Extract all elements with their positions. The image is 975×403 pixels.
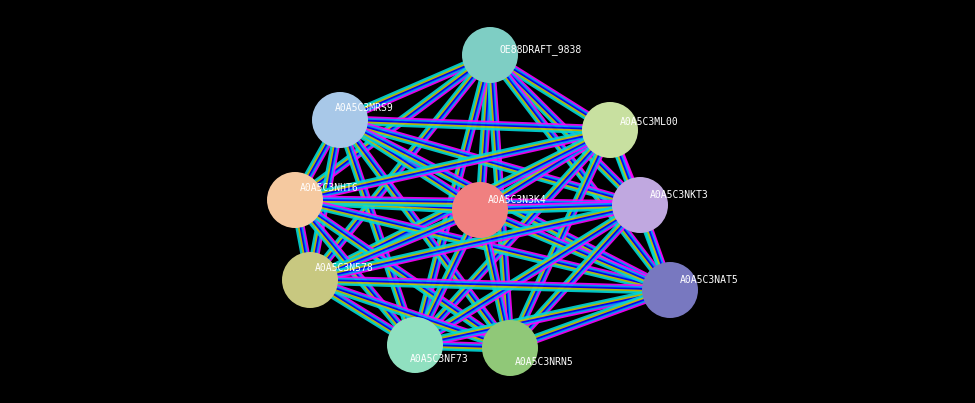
Text: A0A5C3NHT6: A0A5C3NHT6 [300,183,359,193]
Circle shape [482,320,538,376]
Circle shape [282,252,338,308]
Circle shape [452,182,508,238]
Text: A0A5C3NAT5: A0A5C3NAT5 [680,275,739,285]
Circle shape [387,317,443,373]
Circle shape [312,92,368,148]
Text: A0A5C3ML00: A0A5C3ML00 [620,117,679,127]
Circle shape [642,262,698,318]
Text: A0A5C3NKT3: A0A5C3NKT3 [650,190,709,200]
Text: A0A5C3N578: A0A5C3N578 [315,263,373,273]
Circle shape [612,177,668,233]
Circle shape [462,27,518,83]
Text: A0A5C3NRN5: A0A5C3NRN5 [515,357,573,367]
Text: A0A5C3MRS9: A0A5C3MRS9 [335,103,394,113]
Text: A0A5C3N3K4: A0A5C3N3K4 [488,195,547,205]
Circle shape [267,172,323,228]
Text: A0A5C3NF73: A0A5C3NF73 [410,354,469,364]
Text: OE88DRAFT_9838: OE88DRAFT_9838 [500,45,582,56]
Circle shape [582,102,638,158]
